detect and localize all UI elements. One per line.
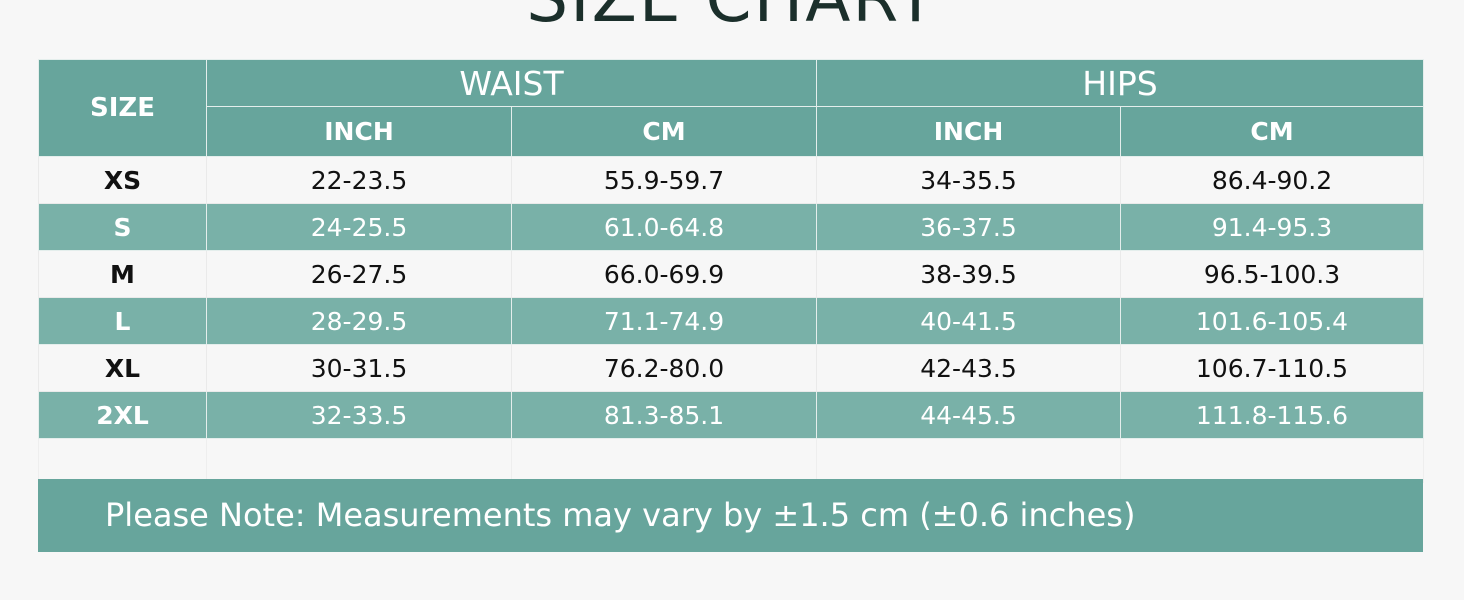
cell-hips-cm: 86.4-90.2 xyxy=(1120,156,1424,204)
cell-hips-cm: 101.6-105.4 xyxy=(1120,297,1424,345)
table-row: XS 22-23.5 55.9-59.7 34-35.5 86.4-90.2 xyxy=(38,156,1424,204)
empty-row xyxy=(38,438,1424,483)
cell-waist-cm: 66.0-69.9 xyxy=(511,250,817,298)
cell-hips-cm: 96.5-100.3 xyxy=(1120,250,1424,298)
cell-size: L xyxy=(38,297,207,345)
waist-header: WAIST xyxy=(206,59,817,107)
page-title: SIZE CHART xyxy=(0,0,1464,37)
waist-cm-header: CM xyxy=(511,106,817,157)
cell-waist-inch: 30-31.5 xyxy=(206,344,512,392)
cell-waist-cm: 76.2-80.0 xyxy=(511,344,817,392)
waist-inch-header: INCH xyxy=(206,106,512,157)
table-row: 2XL 32-33.5 81.3-85.1 44-45.5 111.8-115.6 xyxy=(38,391,1424,439)
cell-hips-inch: 36-37.5 xyxy=(816,203,1121,251)
empty-cell xyxy=(816,438,1121,483)
cell-waist-cm: 81.3-85.1 xyxy=(511,391,817,439)
empty-cell xyxy=(206,438,512,483)
measurement-note: Please Note: Measurements may vary by ±1… xyxy=(38,479,1423,552)
hips-cm-header: CM xyxy=(1120,106,1424,157)
empty-cell xyxy=(511,438,817,483)
hips-inch-header: INCH xyxy=(816,106,1121,157)
cell-size: XL xyxy=(38,344,207,392)
table-row: M 26-27.5 66.0-69.9 38-39.5 96.5-100.3 xyxy=(38,250,1424,298)
table-row: XL 30-31.5 76.2-80.0 42-43.5 106.7-110.5 xyxy=(38,344,1424,392)
cell-hips-inch: 40-41.5 xyxy=(816,297,1121,345)
cell-waist-inch: 24-25.5 xyxy=(206,203,512,251)
cell-waist-cm: 71.1-74.9 xyxy=(511,297,817,345)
hips-header: HIPS xyxy=(816,59,1424,107)
cell-hips-cm: 106.7-110.5 xyxy=(1120,344,1424,392)
cell-waist-inch: 32-33.5 xyxy=(206,391,512,439)
cell-hips-cm: 111.8-115.6 xyxy=(1120,391,1424,439)
empty-cell xyxy=(38,438,207,483)
cell-waist-cm: 55.9-59.7 xyxy=(511,156,817,204)
cell-waist-cm: 61.0-64.8 xyxy=(511,203,817,251)
cell-size: M xyxy=(38,250,207,298)
cell-size: XS xyxy=(38,156,207,204)
size-chart-table: SIZE WAIST HIPS INCH CM INCH CM XS 22-23.… xyxy=(38,59,1424,483)
table-row: S 24-25.5 61.0-64.8 36-37.5 91.4-95.3 xyxy=(38,203,1424,251)
cell-waist-inch: 26-27.5 xyxy=(206,250,512,298)
table-row: L 28-29.5 71.1-74.9 40-41.5 101.6-105.4 xyxy=(38,297,1424,345)
cell-waist-inch: 28-29.5 xyxy=(206,297,512,345)
size-header: SIZE xyxy=(38,59,207,157)
cell-hips-inch: 44-45.5 xyxy=(816,391,1121,439)
cell-hips-inch: 42-43.5 xyxy=(816,344,1121,392)
cell-size: S xyxy=(38,203,207,251)
cell-waist-inch: 22-23.5 xyxy=(206,156,512,204)
empty-cell xyxy=(1120,438,1424,483)
cell-hips-cm: 91.4-95.3 xyxy=(1120,203,1424,251)
cell-size: 2XL xyxy=(38,391,207,439)
cell-hips-inch: 34-35.5 xyxy=(816,156,1121,204)
cell-hips-inch: 38-39.5 xyxy=(816,250,1121,298)
